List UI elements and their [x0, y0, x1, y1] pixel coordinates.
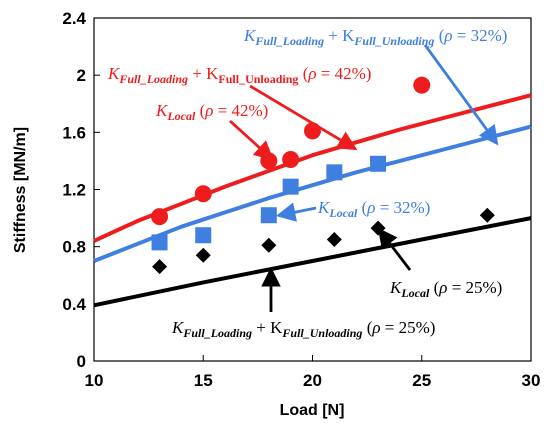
point-circle [194, 185, 212, 203]
y-axis-ticks: 0 0.4 0.8 1.2 1.6 2 2.4 [62, 9, 100, 371]
annotation-label: KLocal (ρ = 32%) [317, 198, 430, 220]
point-square [260, 207, 277, 224]
y-axis-label: Stiffness [MN/m] [12, 127, 29, 253]
fit-line-4 [93, 124, 532, 263]
annotation-arrow [275, 202, 317, 222]
annotation-label: KFull_Loading + KFull_Unloading (ρ = 25%… [171, 318, 435, 340]
annotation-part: K [107, 64, 121, 83]
point-diamond [261, 237, 277, 253]
annotation-part: ( [434, 26, 444, 45]
annotation-part: = 32%) [375, 198, 430, 217]
y-tick-label: 1.2 [62, 181, 86, 200]
point-diamond [195, 247, 211, 263]
fit-lines [93, 93, 532, 308]
annotation-part: Local [328, 206, 358, 220]
annotation-arrow [229, 119, 274, 161]
annotation-part: K [317, 198, 331, 217]
point-square [195, 227, 212, 244]
annotation-part: K [243, 26, 257, 45]
annotation-part: K [155, 101, 169, 120]
annotation-part: Full_Loading [182, 326, 252, 340]
fit-line-5 [93, 216, 532, 308]
annotation-part: ( [429, 278, 439, 297]
annotation-part: + K [324, 26, 355, 45]
annotation-part: ρ [438, 278, 447, 297]
x-tick-label: 30 [522, 371, 541, 390]
annotation-part: ( [298, 64, 308, 83]
annotation-part: Full_Loading [254, 34, 324, 48]
annotation-part: Full_Unloading [353, 34, 434, 48]
data-points [151, 76, 495, 275]
point-circle [282, 150, 300, 168]
point-circle [151, 208, 169, 226]
annotation-label: KLocal (ρ = 25%) [389, 278, 502, 300]
point-square [151, 234, 168, 251]
annotation-part: Local [400, 286, 430, 300]
annotation-part: ρ [371, 318, 380, 337]
y-tick-label: 2.4 [62, 9, 86, 28]
y-tick-label: 0 [77, 352, 86, 371]
annotations: KFull_Loading + KFull_Unloading (ρ = 42%… [107, 26, 507, 340]
annotation-part: ρ [307, 64, 316, 83]
annotation-label: KFull_Loading + KFull_Unloading (ρ = 42%… [107, 64, 371, 86]
annotation-part: Full_Loading [118, 72, 188, 86]
annotation-part: Local [166, 109, 196, 123]
y-tick-label: 0.8 [62, 238, 86, 257]
point-square [370, 155, 387, 172]
point-diamond [326, 232, 342, 248]
annotation-part: ρ [443, 26, 452, 45]
point-circle [413, 76, 431, 94]
x-tick-label: 20 [303, 371, 322, 390]
point-square [282, 178, 299, 195]
annotation-label: KFull_Loading + KFull_Unloading (ρ = 32%… [243, 26, 507, 48]
x-tick-label: 25 [412, 371, 431, 390]
annotation-part: ( [357, 198, 367, 217]
x-tick-label: 10 [85, 371, 104, 390]
annotation-part: ρ [366, 198, 375, 217]
point-square [326, 164, 343, 181]
annotation-arrow [423, 44, 499, 146]
annotation-part: = 42%) [213, 101, 268, 120]
point-circle [304, 122, 321, 140]
y-tick-label: 1.6 [62, 123, 86, 142]
point-diamond [479, 207, 495, 223]
annotation-part: K [171, 318, 185, 337]
annotation-part: K [389, 278, 403, 297]
annotation-part: Full_Unloading [218, 72, 298, 86]
annotation-arrow [377, 227, 412, 271]
annotation-part: ( [362, 318, 372, 337]
annotation-part: + K [252, 318, 283, 337]
annotation-part: + K [188, 64, 219, 83]
annotation-part: = 25%) [381, 318, 436, 337]
annotation-part: = 32%) [453, 26, 508, 45]
x-tick-label: 15 [194, 371, 213, 390]
annotation-part: ρ [204, 101, 213, 120]
y-tick-label: 2 [77, 66, 86, 85]
annotation-part: ( [195, 101, 205, 120]
x-axis-ticks: 10 15 20 25 30 [85, 355, 541, 390]
annotation-part: = 25%) [447, 278, 502, 297]
fit-line-3 [93, 93, 532, 243]
annotation-label: KLocal (ρ = 42%) [155, 101, 268, 123]
annotation-arrow [249, 84, 358, 151]
x-axis-label: Load [N] [280, 402, 345, 419]
y-tick-label: 0.4 [62, 295, 86, 314]
annotation-part: Full_Unloading [281, 326, 362, 340]
annotation-part: = 42%) [317, 64, 372, 83]
point-diamond [152, 259, 168, 275]
